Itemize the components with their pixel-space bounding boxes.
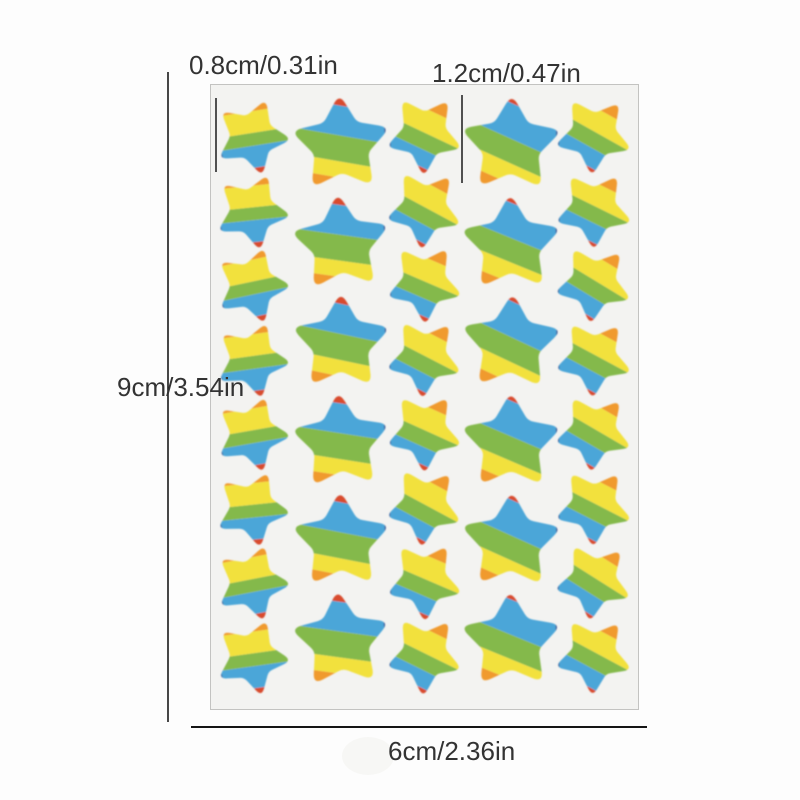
svg-text:9cm/3.54in: 9cm/3.54in <box>117 372 244 402</box>
svg-text:1.2cm/0.47in: 1.2cm/0.47in <box>432 58 581 88</box>
svg-text:0.8cm/0.31in: 0.8cm/0.31in <box>189 50 338 80</box>
svg-text:6cm/2.36in: 6cm/2.36in <box>388 736 515 766</box>
